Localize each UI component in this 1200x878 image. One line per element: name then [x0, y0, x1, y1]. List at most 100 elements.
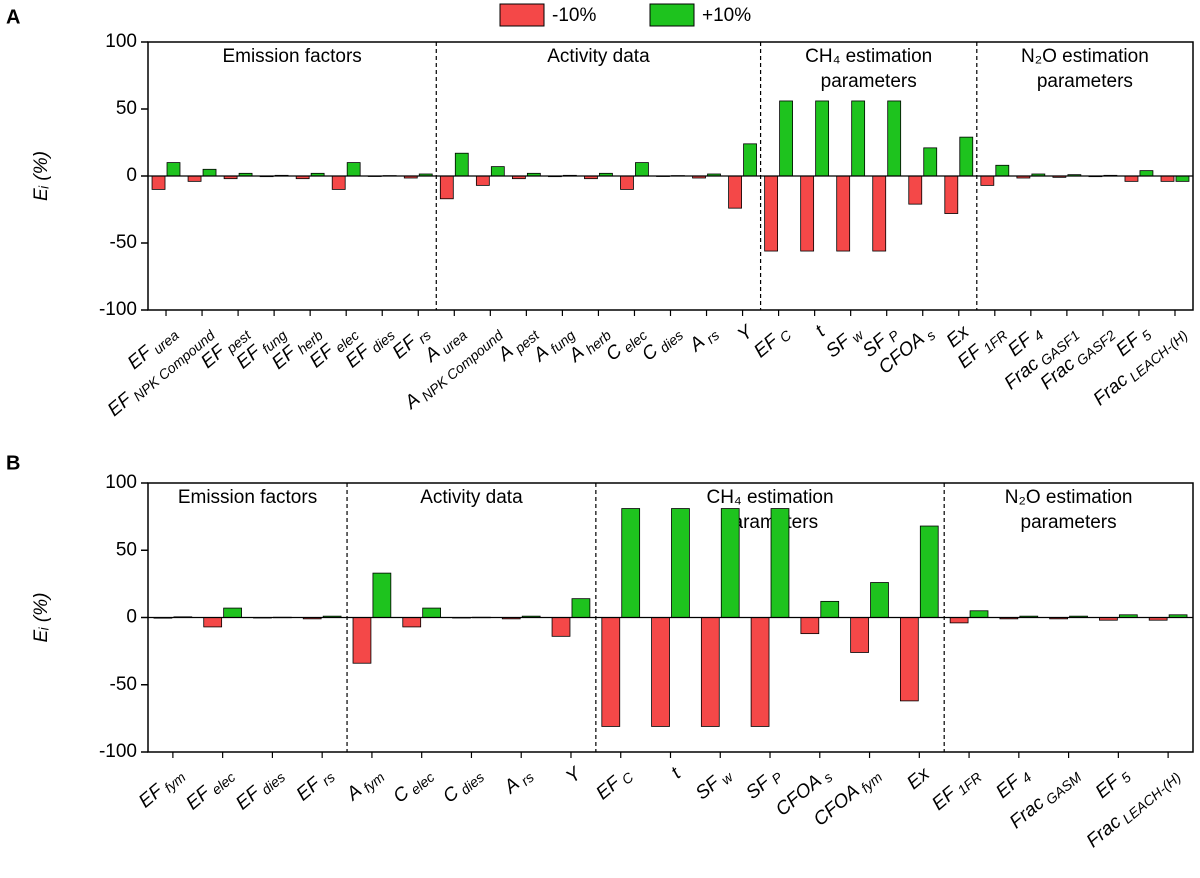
- bar: [346, 162, 361, 177]
- y-axis-label: Eᵢ (%): [31, 151, 52, 201]
- bar: [1175, 175, 1190, 182]
- group-label: parameters: [821, 71, 917, 92]
- x-tick-label: EF 5: [1092, 763, 1134, 804]
- bar: [187, 175, 202, 182]
- bar: [490, 166, 505, 177]
- x-tick-label: C elec: [389, 764, 437, 809]
- bar: [779, 100, 793, 177]
- label-sub: 1FR: [951, 769, 985, 801]
- x-tick-label: EF rs: [293, 764, 338, 807]
- x-tick-label: SF w: [692, 763, 737, 806]
- bar: [720, 508, 740, 618]
- x-tick-label: A rs: [685, 322, 722, 358]
- bar: [870, 582, 889, 618]
- bar: [800, 175, 815, 252]
- bar: [203, 617, 223, 628]
- bar: [969, 610, 989, 618]
- bar: [872, 175, 887, 252]
- bar: [352, 617, 372, 664]
- bar: [980, 175, 995, 186]
- bar: [372, 572, 392, 618]
- bar: [223, 607, 242, 618]
- group-label: parameters: [1037, 71, 1133, 92]
- group-label: Activity data: [547, 46, 650, 67]
- label-sub: GASM: [1039, 768, 1084, 809]
- x-tick-label: EF fym: [135, 763, 189, 813]
- group-label: parameters: [722, 512, 818, 533]
- bar: [764, 175, 779, 252]
- panel-letter: A: [6, 6, 20, 28]
- bar: [899, 617, 919, 702]
- bar: [995, 164, 1010, 177]
- bar: [202, 168, 217, 177]
- bar: [621, 508, 641, 618]
- bar: [919, 525, 939, 618]
- x-tick-label: EF elec: [182, 764, 238, 816]
- bar: [601, 617, 621, 727]
- legend-swatch: [649, 3, 695, 27]
- bar: [571, 598, 591, 618]
- y-tick-label: 100: [105, 472, 137, 493]
- bar: [454, 152, 469, 177]
- y-tick-label: 50: [116, 539, 137, 560]
- bar: [402, 617, 422, 628]
- x-tick-label: A fym: [342, 763, 388, 806]
- bar: [1160, 175, 1175, 182]
- bar: [815, 100, 830, 177]
- x-tick-label: C dies: [439, 764, 487, 809]
- y-tick-label: 0: [126, 165, 137, 186]
- bar: [850, 617, 869, 653]
- bar: [551, 617, 571, 637]
- group-label: CH₄ estimation: [805, 46, 932, 67]
- group-label: parameters: [1021, 512, 1117, 533]
- x-tick-label: SF w: [822, 321, 867, 364]
- bar: [331, 175, 346, 190]
- x-tick-label: Y: [562, 763, 586, 788]
- bar: [887, 100, 902, 177]
- x-tick-label: C dies: [638, 322, 686, 367]
- y-tick-label: 50: [116, 98, 137, 119]
- x-tick-label: Frac LEACH-(H): [1083, 764, 1184, 854]
- legend-label: +10%: [702, 5, 751, 26]
- group-label: Activity data: [420, 487, 523, 508]
- x-tick-label: Ex: [903, 763, 935, 794]
- x-tick-label: t: [812, 321, 830, 341]
- y-axis-label: Eᵢ (%): [31, 593, 52, 643]
- bar: [422, 607, 442, 618]
- bar: [475, 175, 490, 186]
- y-tick-label: -100: [99, 741, 137, 762]
- bar: [820, 600, 840, 618]
- legend-label: -10%: [552, 5, 596, 26]
- bar: [439, 175, 454, 200]
- y-tick-label: -100: [99, 299, 137, 320]
- bar: [151, 175, 166, 190]
- bar: [800, 617, 820, 635]
- group-label: N₂O estimation: [1005, 487, 1133, 508]
- bar: [750, 617, 770, 727]
- bar: [671, 508, 690, 618]
- bar: [700, 617, 720, 727]
- group-label: N₂O estimation: [1021, 46, 1149, 67]
- bar: [635, 162, 649, 177]
- y-tick-label: -50: [110, 232, 137, 253]
- group-label: CH₄ estimation: [706, 487, 833, 508]
- group-label: Emission factors: [222, 46, 361, 67]
- x-tick-label: EF C: [750, 321, 795, 364]
- bar: [166, 162, 181, 177]
- bar: [959, 136, 974, 177]
- bar: [836, 175, 851, 252]
- panel-letter: B: [6, 452, 20, 474]
- bar: [743, 143, 757, 177]
- bar: [620, 175, 634, 190]
- x-tick-label: t: [667, 763, 685, 783]
- legend-swatch: [499, 3, 545, 27]
- bar: [728, 175, 742, 209]
- bar: [770, 508, 790, 618]
- y-tick-label: -50: [110, 674, 137, 695]
- bar: [651, 617, 670, 727]
- bar: [1124, 175, 1139, 182]
- y-tick-label: 0: [126, 607, 137, 628]
- group-label: Emission factors: [178, 487, 317, 508]
- x-tick-label: EF 1FR: [928, 764, 984, 816]
